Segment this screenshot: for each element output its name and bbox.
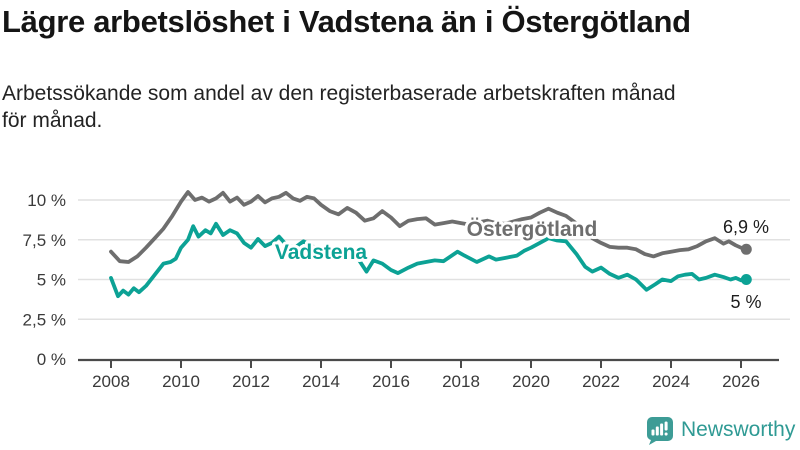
x-axis-label: 2014 xyxy=(302,372,340,391)
y-axis-label: 2,5 % xyxy=(23,310,66,329)
x-axis-label: 2026 xyxy=(722,372,760,391)
series-group xyxy=(109,190,752,299)
x-axis-label: 2016 xyxy=(372,372,410,391)
chart-subtitle: Arbetssökande som andel av den registerb… xyxy=(2,82,676,133)
x-axis-label: 2012 xyxy=(232,372,270,391)
x-axis-label: 2022 xyxy=(582,372,620,391)
series-line-ostergotland xyxy=(109,190,749,264)
brand-footer: Newsworthy xyxy=(644,415,795,445)
y-axis-label: 0 % xyxy=(37,350,66,369)
x-axis-label: 2020 xyxy=(512,372,550,391)
series-label-vadstena: Vadstena xyxy=(275,241,368,264)
y-axis-label: 7,5 % xyxy=(23,231,66,250)
x-axis-label: 2008 xyxy=(92,372,130,391)
series-line-vadstena xyxy=(109,221,749,299)
axis-group: 2008 2010 2012 2014 2016 2018 2020 2022 2024 2026 xyxy=(78,358,779,391)
end-value-label-ostergotland: 6,9 % xyxy=(723,217,769,237)
y-axis-label: 5 % xyxy=(37,271,66,290)
y-axis-label: 10 % xyxy=(27,191,66,210)
series-label-ostergotland: Östergötland xyxy=(467,218,598,241)
series-end-dot-ostergotland xyxy=(740,243,752,255)
x-axis-label: 2024 xyxy=(652,372,690,391)
series-end-dot-vadstena xyxy=(740,274,752,285)
page-title: Lägre arbetslöshet i Vadstena än i Öster… xyxy=(2,4,691,39)
x-axis-label: 2018 xyxy=(442,372,480,391)
end-value-label-vadstena: 5 % xyxy=(730,292,761,312)
brand-name: Newsworthy xyxy=(681,418,796,441)
x-axis-label: 2010 xyxy=(162,372,200,391)
newsworthy-chart-bubble-icon xyxy=(647,417,673,445)
